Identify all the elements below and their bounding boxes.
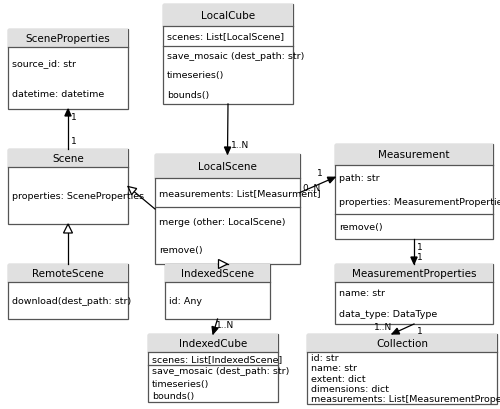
Text: Scene: Scene xyxy=(52,154,84,164)
Bar xyxy=(8,150,128,225)
Bar xyxy=(155,155,300,179)
Bar xyxy=(8,30,128,48)
Text: bounds(): bounds() xyxy=(152,391,194,400)
Text: bounds(): bounds() xyxy=(167,90,209,99)
Bar xyxy=(307,334,497,404)
Bar xyxy=(165,264,270,282)
Text: properties: SceneProperties: properties: SceneProperties xyxy=(12,191,144,200)
Bar xyxy=(155,155,300,264)
Polygon shape xyxy=(411,257,417,264)
Bar xyxy=(335,264,493,282)
Bar xyxy=(8,30,128,110)
Text: extent: dict: extent: dict xyxy=(311,373,366,382)
Bar xyxy=(8,150,128,168)
Text: 1: 1 xyxy=(71,137,77,146)
Text: id: Any: id: Any xyxy=(169,296,202,305)
Text: source_id: str: source_id: str xyxy=(12,59,76,68)
Text: name: str: name: str xyxy=(311,363,357,372)
Text: datetime: datetime: datetime: datetime xyxy=(12,90,104,99)
Text: LocalScene: LocalScene xyxy=(198,162,257,172)
Text: download(dest_path: str): download(dest_path: str) xyxy=(12,296,131,305)
Text: data_type: DataType: data_type: DataType xyxy=(339,309,437,318)
Text: remove(): remove() xyxy=(339,222,382,231)
Text: name: str: name: str xyxy=(339,288,385,297)
Bar xyxy=(335,145,493,239)
Bar xyxy=(8,264,128,282)
Bar xyxy=(148,334,278,402)
Text: 1: 1 xyxy=(417,252,423,261)
Polygon shape xyxy=(392,328,400,334)
Text: 1: 1 xyxy=(417,242,423,251)
Polygon shape xyxy=(212,327,218,334)
Text: measurements: List[Measurment]: measurements: List[Measurment] xyxy=(159,189,320,198)
Text: 1: 1 xyxy=(71,113,77,122)
Text: 0..N: 0..N xyxy=(302,184,320,193)
Text: 1: 1 xyxy=(317,169,323,178)
Text: path: str: path: str xyxy=(339,173,380,182)
Polygon shape xyxy=(224,148,230,155)
Text: 1..N: 1..N xyxy=(216,321,234,330)
Text: timeseries(): timeseries() xyxy=(167,71,224,80)
Text: MeasurementProperties: MeasurementProperties xyxy=(352,268,476,278)
Text: RemoteScene: RemoteScene xyxy=(32,268,104,278)
Polygon shape xyxy=(328,178,335,184)
Text: id: str: id: str xyxy=(311,353,338,362)
Text: IndexedScene: IndexedScene xyxy=(181,268,254,278)
Polygon shape xyxy=(65,110,71,117)
Polygon shape xyxy=(64,225,72,234)
Text: merge (other: LocalScene): merge (other: LocalScene) xyxy=(159,217,286,226)
Text: timeseries(): timeseries() xyxy=(152,379,210,388)
Text: 1..N: 1..N xyxy=(230,141,249,150)
Text: LocalCube: LocalCube xyxy=(201,11,255,21)
Text: measurements: List[MeasurementProperties]: measurements: List[MeasurementProperties… xyxy=(311,394,500,403)
Text: Measurement: Measurement xyxy=(378,150,450,160)
Bar xyxy=(148,334,278,352)
Bar xyxy=(165,264,270,319)
Text: save_mosaic (dest_path: str): save_mosaic (dest_path: str) xyxy=(152,366,290,375)
Polygon shape xyxy=(128,187,136,195)
Bar xyxy=(163,5,293,105)
Text: scenes: List[IndexedScene]: scenes: List[IndexedScene] xyxy=(152,354,282,363)
Text: SceneProperties: SceneProperties xyxy=(26,34,110,44)
Bar xyxy=(163,5,293,27)
Text: IndexedCube: IndexedCube xyxy=(179,338,247,348)
Text: properties: MeasurementProperties: properties: MeasurementProperties xyxy=(339,198,500,207)
Text: Collection: Collection xyxy=(376,338,428,348)
Text: save_mosaic (dest_path: str): save_mosaic (dest_path: str) xyxy=(167,52,304,61)
Text: dimensions: dict: dimensions: dict xyxy=(311,384,389,393)
Text: 1..N: 1..N xyxy=(374,322,392,331)
Polygon shape xyxy=(218,260,228,269)
Bar xyxy=(335,264,493,324)
Text: scenes: List[LocalScene]: scenes: List[LocalScene] xyxy=(167,32,284,41)
Bar xyxy=(335,145,493,166)
Text: 1: 1 xyxy=(417,327,423,336)
Text: remove(): remove() xyxy=(159,245,202,254)
Bar xyxy=(8,264,128,319)
Bar xyxy=(307,334,497,352)
